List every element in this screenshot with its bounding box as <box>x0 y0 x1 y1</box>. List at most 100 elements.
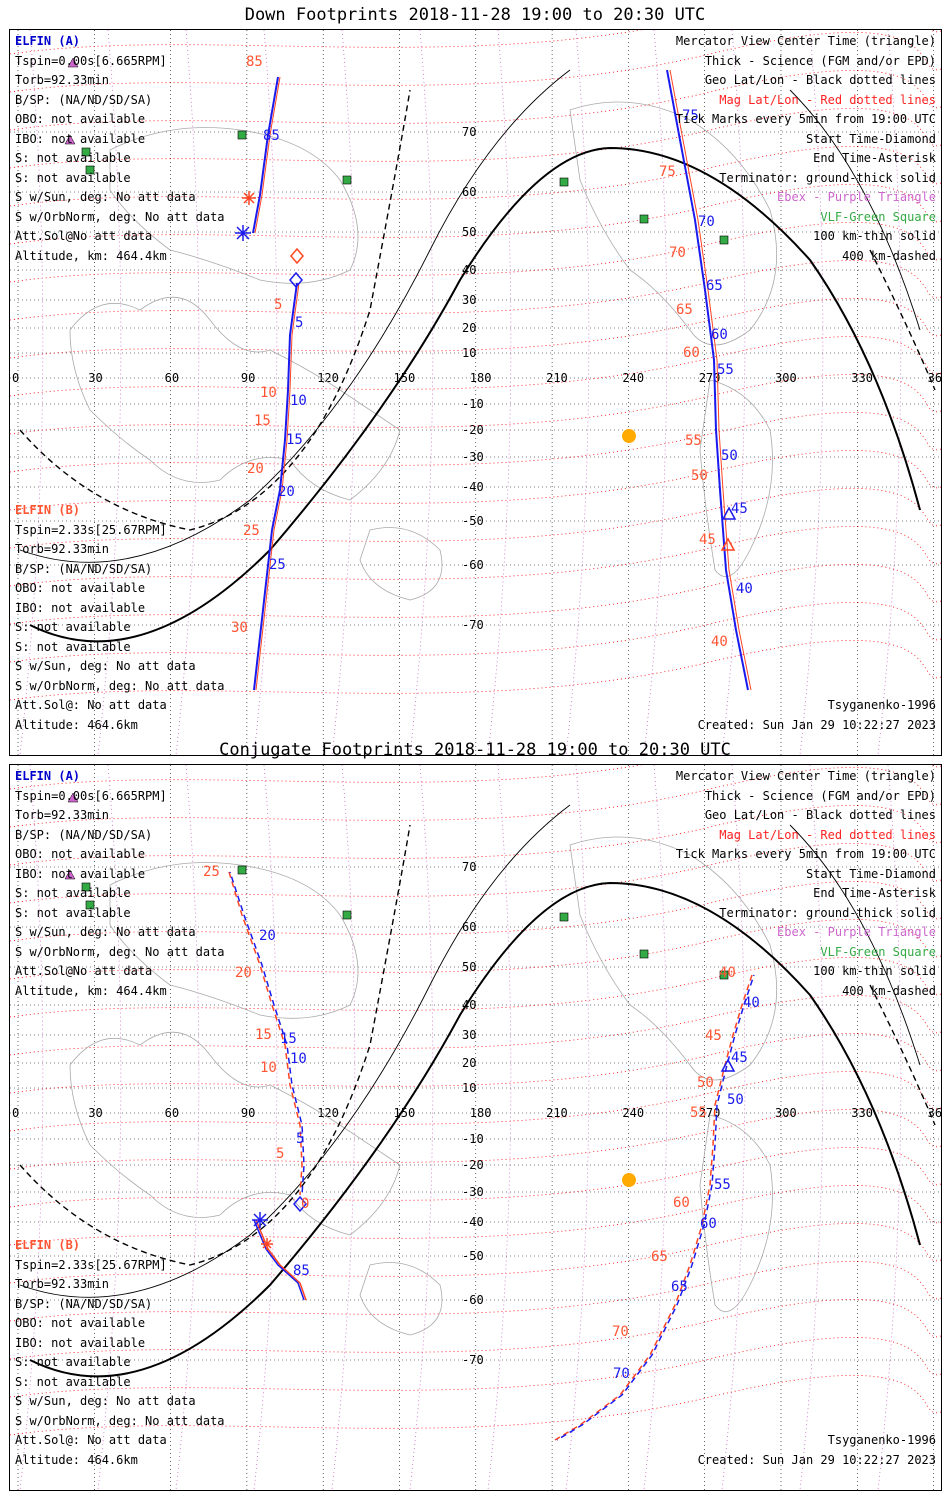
svg-text:40: 40 <box>743 995 760 1011</box>
mag-meridian <box>409 765 434 1490</box>
lon-tick-label: 60 <box>165 1106 179 1120</box>
svg-text:20: 20 <box>278 484 295 500</box>
lon-tick-label: 90 <box>241 371 255 385</box>
lat-tick-label: 60 <box>462 185 476 199</box>
coastline <box>69 1031 401 1236</box>
lon-tick-label: 210 <box>546 1106 568 1120</box>
created-date: Created: Sun Jan 29 10:22:27 2023 <box>697 1452 936 1467</box>
terminator-100km <box>19 69 921 563</box>
legend-line: Mag Lat/Lon - Red dotted lines <box>719 827 936 842</box>
svg-text:45: 45 <box>731 501 748 517</box>
info-line: Torb=92.33min <box>15 542 109 556</box>
ebex-triangle-icon <box>67 792 79 803</box>
info-line: S: not available <box>15 620 131 634</box>
info-line: S w/Sun, deg: No att data <box>15 925 196 939</box>
lon-tick-label: 300 <box>775 1106 797 1120</box>
lat-tick-label: 10 <box>462 1081 476 1095</box>
lat-tick-label: 40 <box>462 998 476 1012</box>
ebex-triangle-icon <box>64 869 76 880</box>
map-canvas: 0306090120150180210240270300330360706050… <box>10 30 941 755</box>
svg-text:10: 10 <box>290 393 307 409</box>
svg-text:5: 5 <box>276 1146 284 1162</box>
info-line: Att.Sol@No att data <box>15 229 153 243</box>
svg-text:55: 55 <box>685 433 702 449</box>
svg-text:85: 85 <box>246 54 263 70</box>
info-line: S w/Sun, deg: No att data <box>15 659 196 673</box>
vlf-square-icon <box>342 910 352 920</box>
legend-line: VLF-Green Square <box>820 209 936 224</box>
start-diamond-b <box>290 247 304 265</box>
panel-2-title: Conjugate Footprints 2018-11-28 19:00 to… <box>219 740 731 760</box>
end-asterisk-b <box>242 191 256 205</box>
svg-text:25: 25 <box>203 864 220 880</box>
info-line: Tspin=0.00s[6.665RPM] <box>15 788 167 803</box>
track-tick-labels-conjugate: 25 20 20 15 15 10 10 55 0 85 40 40 45 45 50 50… <box>203 864 760 1382</box>
svg-text:10: 10 <box>290 1051 307 1067</box>
probe-tracks-conjugate <box>228 871 755 1441</box>
lon-tick-label: 90 <box>241 1106 255 1120</box>
lon-tick-label: 210 <box>546 371 568 385</box>
svg-text:5: 5 <box>296 1131 304 1147</box>
info-line: Att.Sol@: No att data <box>15 698 167 712</box>
svg-text:50: 50 <box>691 468 708 484</box>
panel-1-title: Down Footprints 2018-11-28 19:00 to 20:3… <box>244 5 706 25</box>
lat-tick-label: 50 <box>462 225 476 239</box>
svg-text:65: 65 <box>676 302 693 318</box>
coastline <box>569 101 778 346</box>
legend-line: Tick Marks every 5min from 19:00 UTC <box>675 112 936 126</box>
info-line: IBO: not available <box>15 131 146 146</box>
info-line: S: not available <box>15 639 131 654</box>
legend-line: Thick - Science (FGM and/or EPD) <box>704 788 936 803</box>
info-line: S: not available <box>15 151 131 165</box>
lat-tick-label: -60 <box>462 558 484 572</box>
elfin-a-label: ELFIN (A) <box>15 769 81 783</box>
legend-line: Start Time-Diamond <box>805 866 936 881</box>
info-line: S w/OrbNorm, deg: No att data <box>15 944 225 959</box>
svg-text:30: 30 <box>231 620 248 636</box>
svg-text:50: 50 <box>727 1092 744 1108</box>
svg-text:10: 10 <box>260 385 277 401</box>
lat-tick-label: -30 <box>462 450 484 464</box>
elfin-a-info: ELFIN (A) Tspin=0.00s[6.665RPM] Torb=92.… <box>15 32 225 266</box>
svg-text:75: 75 <box>659 164 676 180</box>
lat-tick-label: -60 <box>462 1293 484 1307</box>
svg-text:25: 25 <box>269 557 286 573</box>
legend-line: Thick - Science (FGM and/or EPD) <box>704 53 936 68</box>
created-date: Created: Sun Jan 29 10:22:27 2023 <box>697 717 936 732</box>
vlf-square-icon <box>639 214 649 224</box>
vlf-square-icon <box>559 177 569 187</box>
info-line: Altitude, km: 464.4km <box>15 248 167 263</box>
info-line: S: not available <box>15 170 131 185</box>
lat-tick-label: 20 <box>462 1056 476 1070</box>
lat-tick-label: 50 <box>462 960 476 974</box>
svg-text:20: 20 <box>259 928 276 944</box>
vlf-square-icon <box>81 882 91 892</box>
svg-text:5: 5 <box>295 315 303 331</box>
vlf-square-icon <box>85 165 95 175</box>
legend-line: Terminator: ground-thick solid <box>719 170 936 185</box>
svg-text:60: 60 <box>700 1216 717 1232</box>
probe-markers-down <box>235 191 737 551</box>
ebex-triangle-icon <box>64 134 76 145</box>
lat-tick-label: -40 <box>462 1215 484 1229</box>
lat-tick-label: 20 <box>462 321 476 335</box>
end-asterisk-b <box>261 1238 273 1250</box>
vlf-square-icon <box>639 949 649 959</box>
lon-tick-label: 120 <box>317 1106 339 1120</box>
info-line: S w/Sun, deg: No att data <box>15 190 196 204</box>
svg-text:65: 65 <box>706 278 723 294</box>
down-footprints-map: 0306090120150180210240270300330360706050… <box>9 29 942 756</box>
info-line: IBO: not available <box>15 600 146 615</box>
mag-meridian <box>643 765 668 1490</box>
legend-line: End Time-Asterisk <box>813 151 936 165</box>
mag-meridian <box>643 30 668 755</box>
ebex-triangle-icon <box>67 57 79 68</box>
legend-line: 100 km-thin solid <box>813 964 936 978</box>
coastline <box>569 836 778 1081</box>
elfin-b-info: ELFIN (B) Tspin=2.33s[25.67RPM] Torb=92.… <box>15 501 225 735</box>
svg-text:50: 50 <box>721 448 738 464</box>
svg-text:50: 50 <box>697 1075 714 1091</box>
info-line: Att.Sol@: No att data <box>15 1433 167 1447</box>
info-line: S: not available <box>15 905 131 920</box>
info-line: S w/OrbNorm, deg: No att data <box>15 1413 225 1428</box>
